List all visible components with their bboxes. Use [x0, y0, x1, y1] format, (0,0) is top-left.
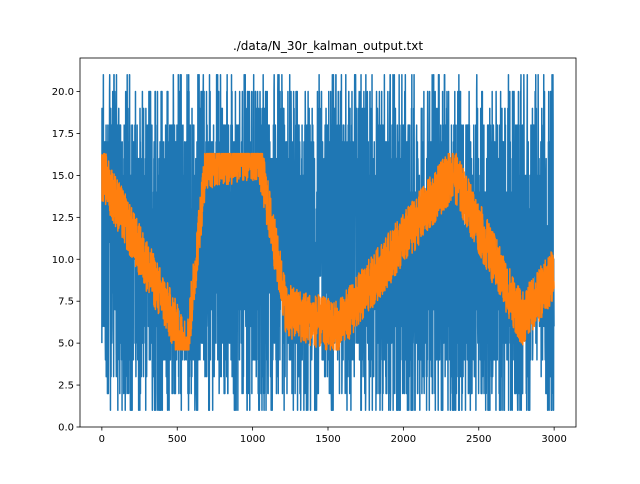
y-tick-label: 5.0: [58, 339, 74, 350]
y-tick-label: 0.0: [58, 423, 74, 434]
x-tick-label: 1500: [315, 434, 340, 445]
y-tick-label: 2.5: [58, 381, 74, 392]
y-tick-label: 12.5: [52, 213, 74, 224]
x-tick-label: 2000: [391, 434, 416, 445]
y-tick-label: 10.0: [52, 255, 74, 266]
axes: 0 500 1000 1500 2000 2500 3000 0.0 2.5 5.0 7.5 10.0…: [52, 57, 577, 445]
x-tick-label: 3000: [541, 434, 566, 445]
chart-title: ./data/N_30r_kalman_output.txt: [233, 39, 423, 53]
y-tick-label: 20.0: [52, 87, 74, 98]
y-tick-label: 15.0: [52, 171, 74, 182]
x-tick-label: 1000: [240, 434, 265, 445]
x-tick-label: 500: [168, 434, 187, 445]
series-line-kalman-estimate: [101, 152, 555, 351]
x-tick-label: 0: [99, 434, 105, 445]
x-tick-label: 2500: [466, 434, 491, 445]
y-tick-label: 7.5: [58, 297, 74, 308]
plot-area: [101, 74, 555, 411]
y-tick-label: 17.5: [52, 129, 74, 140]
